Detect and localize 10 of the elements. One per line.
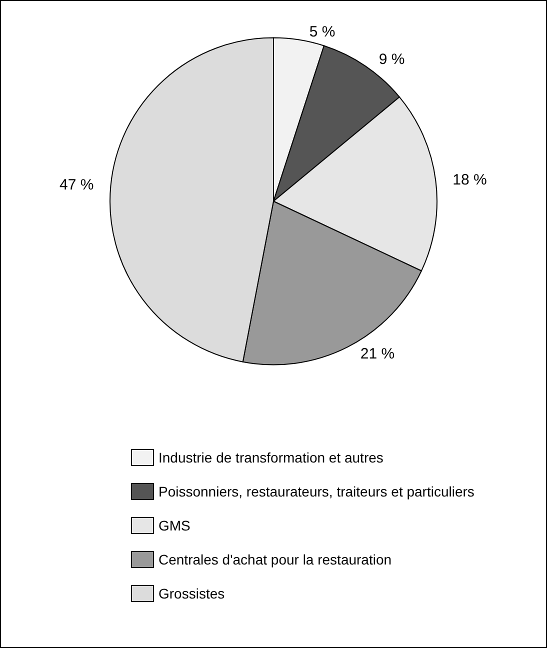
legend-label: Industrie de transformation et autres xyxy=(158,450,384,466)
legend-label: Grossistes xyxy=(158,586,225,602)
data-label: 5 % xyxy=(309,23,336,40)
legend-label: Centrales d'achat pour la restauration xyxy=(158,552,392,568)
legend-label: GMS xyxy=(158,518,190,534)
legend-label: Poissonniers, restaurateurs, traiteurs et particuliers xyxy=(158,484,474,500)
data-label: 9 % xyxy=(378,50,405,68)
data-label: 21 % xyxy=(360,346,395,363)
data-label: 47 % xyxy=(60,176,94,194)
data-label: 18 % xyxy=(452,171,487,188)
